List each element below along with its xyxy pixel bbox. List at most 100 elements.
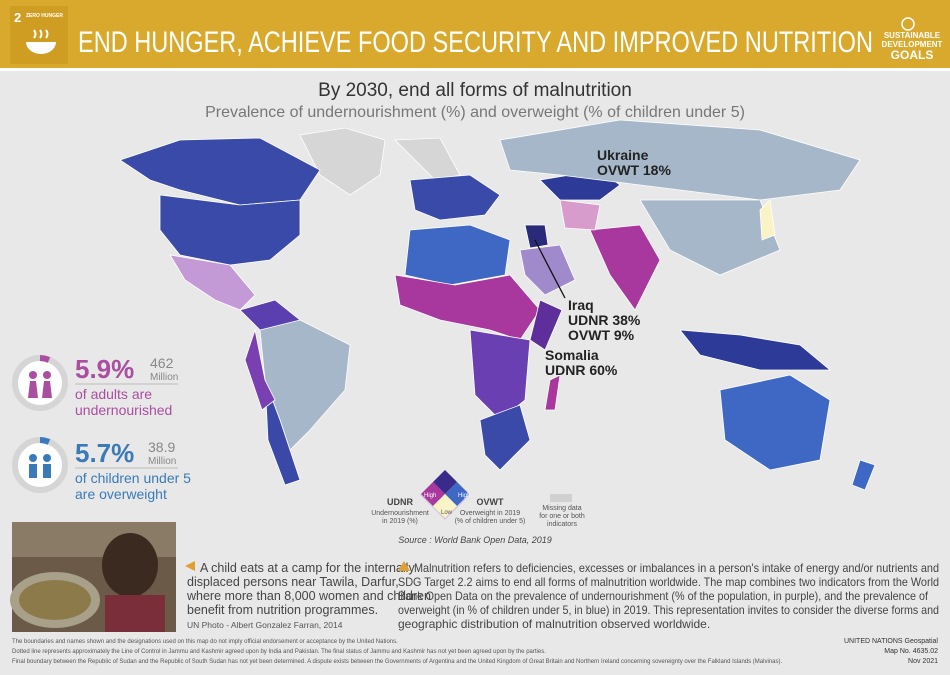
map-title: By 2030, end all forms of malnutrition — [318, 80, 632, 101]
goal-label: ZERO HUNGER — [26, 13, 63, 19]
description-marker — [398, 561, 410, 571]
annotation-value: UDNR 38% — [568, 312, 641, 328]
goal-number: 2 — [14, 10, 21, 25]
footer-credit: Nov 2021 — [908, 658, 938, 665]
stat-label: are overweight — [75, 486, 167, 502]
south-africa — [479, 404, 531, 471]
annotation-value: UDNR 60% — [545, 362, 618, 378]
stat-label: of adults are — [75, 386, 152, 402]
description-line: SDG Target 2.2 aims to end all forms of … — [398, 575, 939, 589]
legend-high: High — [424, 493, 436, 499]
description-line: Malnutrition refers to deficiencies, exc… — [414, 561, 939, 575]
china — [639, 199, 781, 276]
description-line: geographic distribution of malnutrition … — [398, 617, 710, 631]
description-line: Bank Open Data on the prevalence of unde… — [398, 589, 929, 603]
legend-missing-swatch — [550, 494, 572, 502]
annotation-value: OVWT 9% — [568, 327, 635, 343]
australia — [719, 374, 831, 471]
legend-missing: for one or both — [539, 513, 585, 520]
stat-ring-arc — [39, 437, 51, 445]
legend: High High Low UDNR Undernourishment in 2… — [371, 470, 585, 528]
source: Source : World Bank Open Data, 2019 — [398, 535, 552, 545]
iraq — [524, 224, 549, 249]
header-bar — [0, 0, 950, 68]
footer-note: Dotted line represents approximately the… — [12, 649, 546, 655]
somalia — [529, 299, 563, 351]
new-zealand — [851, 459, 876, 491]
sdg-logo: GOALS — [891, 48, 934, 62]
caption-marker — [185, 561, 195, 571]
annotation-country: Iraq — [568, 297, 594, 313]
footer-note: Final boundary between the Republic of S… — [12, 659, 782, 665]
annotation-country: Somalia — [545, 347, 599, 363]
stat-ring — [12, 437, 68, 493]
header-title: END HUNGER, ACHIEVE FOOD SECURITY AND IM… — [78, 26, 873, 59]
caption-line: A child eats at a camp for the internall… — [200, 561, 415, 575]
legend-desc: Undernourishment — [371, 510, 429, 517]
stat-value: 5.7% — [75, 438, 134, 468]
stat-ring-arc — [39, 355, 51, 363]
photo-child — [102, 533, 158, 597]
adult-icon — [43, 371, 51, 379]
europe — [409, 174, 501, 221]
footer-credit: UNITED NATIONS Geospatial — [844, 638, 938, 645]
child-icon — [43, 454, 51, 462]
legend-desc: in 2019 (%) — [382, 518, 418, 525]
russia — [499, 119, 861, 201]
photo-clothes — [105, 595, 165, 632]
map-subtitle: Prevalence of undernourishment (%) and o… — [205, 104, 745, 121]
header-rule — [0, 68, 950, 71]
child-icon — [29, 464, 51, 478]
legend-ovwt: OVWT — [477, 497, 504, 507]
legend-udnr: UDNR — [387, 497, 413, 507]
central-asia — [559, 199, 601, 231]
bowl-icon — [26, 42, 56, 54]
legend-cell — [433, 494, 457, 518]
description-line: overweight (in % of children under 5, in… — [398, 603, 939, 617]
caption-line: where more than 8,000 women and children — [186, 589, 431, 603]
annotation-country: Ukraine — [597, 147, 649, 163]
photo-credit: UN Photo - Albert Gonzalez Farran, 2014 — [187, 620, 343, 630]
annotation-value: OVWT 18% — [597, 162, 671, 178]
stat-label: of children under 5 — [75, 470, 191, 486]
legend-desc: Overweight in 2019 — [460, 510, 520, 517]
adult-icon — [28, 381, 52, 398]
photo-food — [19, 580, 91, 620]
sdg-logo: SUSTAINABLE — [884, 31, 941, 40]
indonesia — [679, 329, 832, 371]
caption-line: benefit from nutrition programmes. — [187, 603, 378, 617]
child-icon — [29, 454, 37, 462]
stat-count: 462 — [150, 355, 174, 371]
legend-missing: Missing data — [542, 505, 581, 512]
annotation-arrow — [534, 239, 566, 299]
caption-line: displaced persons near Tawila, Darfur, — [187, 575, 399, 589]
argentina-chile — [264, 379, 301, 486]
legend-low: Low — [441, 510, 453, 516]
legend-missing: indicators — [547, 521, 577, 528]
north-africa — [404, 224, 511, 286]
photo — [10, 522, 176, 632]
un-emblem — [901, 17, 915, 31]
andes — [244, 328, 276, 411]
stat-unit: Million — [150, 372, 178, 383]
stat-count: 38.9 — [148, 439, 175, 455]
united-states — [159, 194, 301, 266]
goal-icon — [10, 6, 68, 64]
legend-high: High — [458, 493, 470, 499]
greenland — [299, 127, 386, 196]
stat-ring — [12, 355, 68, 411]
india-region — [589, 224, 661, 311]
footer-note: The boundaries and names shown and the d… — [12, 639, 398, 645]
stat-value: 5.9% — [75, 354, 134, 384]
legend-desc: (% of children under 5) — [455, 518, 526, 525]
adult-icon — [29, 371, 37, 379]
stat-unit: Million — [148, 456, 176, 467]
madagascar — [544, 374, 561, 411]
sdg-logo: DEVELOPMENT — [882, 40, 943, 49]
japan — [759, 199, 776, 241]
footer-credit: Map No. 4635.02 — [884, 648, 938, 655]
stat-label: undernourished — [75, 402, 172, 418]
steam-icon — [33, 29, 49, 39]
